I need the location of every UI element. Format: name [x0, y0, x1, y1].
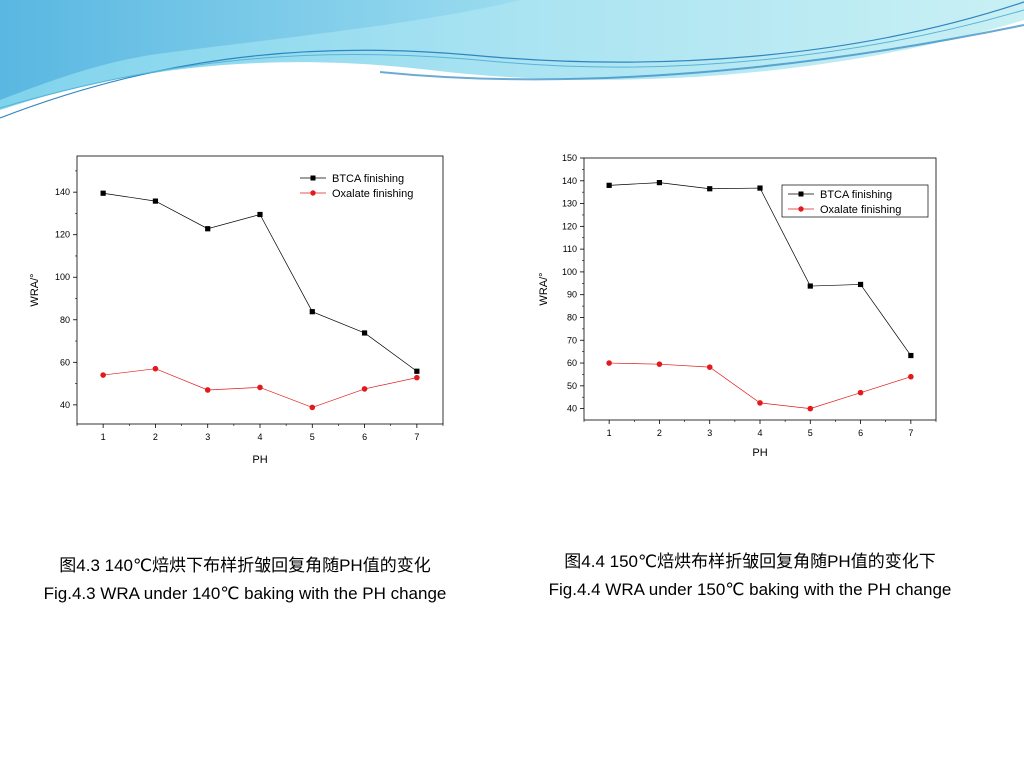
x-tick-label: 3 [707, 428, 712, 438]
y-axis-title: WRA/° [29, 273, 41, 306]
y-tick-label: 80 [567, 312, 577, 322]
x-axis-title: PH [252, 454, 267, 466]
x-tick-label: 2 [657, 428, 662, 438]
legend-label: Oxalate finishing [332, 188, 413, 200]
data-point [807, 283, 813, 289]
x-tick-label: 1 [607, 428, 612, 438]
x-tick-label: 7 [908, 428, 913, 438]
y-tick-label: 150 [562, 153, 577, 163]
legend-marker [310, 175, 316, 181]
data-point [205, 226, 211, 232]
data-point [152, 198, 159, 204]
y-tick-label: 120 [55, 230, 70, 240]
header-wave-banner [0, 0, 1024, 119]
y-tick-label: 40 [567, 404, 577, 414]
x-tick-label: 4 [757, 428, 762, 438]
data-point [361, 386, 368, 392]
legend-label: BTCA finishing [820, 189, 892, 201]
legend: BTCA finishing Oxalate finishing [300, 173, 413, 200]
y-tick-label: 80 [60, 315, 70, 325]
x-axis: 1 2 3 4 5 6 7 [76, 424, 444, 442]
chart-150c: 1 2 3 4 5 6 7 40 50 60 70 80 90 100 110 120 130 140 150 PH W… [538, 153, 937, 459]
legend: BTCA finishing Oxalate finishing [781, 184, 929, 218]
data-point [908, 373, 914, 380]
legend-marker [798, 191, 804, 197]
series-line [103, 192, 418, 372]
y-axis: 40 60 80 100 120 140 [55, 170, 77, 410]
x-tick-label: 3 [205, 432, 210, 442]
x-tick-label: 4 [257, 432, 262, 442]
x-tick-label: 2 [153, 432, 158, 442]
chart-140c: 1 2 3 4 5 6 7 40 60 80 100 120 140 PH WRA/° BTCA finish… [29, 155, 444, 466]
legend-label: Oxalate finishing [820, 204, 901, 216]
legend-marker [310, 190, 316, 196]
y-axis-title: WRA/° [538, 272, 550, 305]
data-point [656, 361, 663, 367]
data-point [857, 281, 864, 288]
y-axis: 40 50 60 70 80 90 100 110 120 130 140 150 [562, 153, 584, 414]
data-point [908, 352, 914, 359]
data-point [257, 211, 263, 218]
y-tick-label: 140 [562, 176, 577, 186]
series-btca [100, 190, 420, 374]
data-point [606, 360, 612, 366]
series-oxalate [606, 360, 914, 412]
x-tick-label: 5 [310, 432, 315, 442]
y-tick-label: 100 [562, 267, 577, 277]
data-point [152, 365, 159, 372]
series-btca [606, 180, 914, 359]
legend-box [781, 184, 929, 218]
x-tick-label: 7 [414, 432, 419, 442]
y-tick-label: 90 [567, 290, 577, 300]
x-axis: 1 2 3 4 5 6 7 [583, 420, 937, 438]
data-point [706, 364, 713, 370]
figure-caption-4-4: 图4.4 150℃焙烘布样折皱回复角随PH值的变化下 Fig.4.4 WRA u… [505, 548, 995, 604]
x-tick-label: 6 [362, 432, 367, 442]
y-tick-label: 40 [60, 400, 70, 410]
x-tick-label: 6 [858, 428, 863, 438]
data-point [414, 368, 420, 374]
data-point [100, 190, 106, 196]
data-point [757, 400, 763, 406]
x-tick-label: 1 [101, 432, 106, 442]
y-tick-label: 130 [562, 199, 577, 209]
caption-cn: 图4.4 150℃焙烘布样折皱回复角随PH值的变化下 [564, 552, 936, 571]
data-point [606, 182, 612, 188]
caption-en: Fig.4.3 WRA under 140℃ baking with the P… [43, 584, 447, 603]
data-point [757, 185, 763, 191]
y-tick-label: 100 [55, 272, 70, 282]
y-tick-label: 60 [567, 358, 577, 368]
y-tick-label: 140 [55, 187, 70, 197]
data-point [361, 330, 368, 336]
caption-cn: 图4.3 140℃焙烘下布样折皱回复角随PH值的变化 [59, 556, 431, 575]
y-tick-label: 70 [567, 335, 577, 345]
y-tick-label: 120 [562, 221, 577, 231]
data-point [707, 186, 713, 192]
y-tick-label: 60 [60, 357, 70, 367]
legend-label: BTCA finishing [332, 173, 404, 185]
y-tick-label: 110 [563, 244, 577, 254]
x-axis-title: PH [752, 447, 767, 459]
data-point [807, 405, 814, 412]
x-tick-label: 5 [808, 428, 813, 438]
figure-caption-4-3: 图4.3 140℃焙烘下布样折皱回复角随PH值的变化 Fig.4.3 WRA u… [0, 552, 490, 608]
data-point [414, 374, 420, 381]
caption-en: Fig.4.4 WRA under 150℃ baking with the P… [548, 580, 952, 599]
legend-marker [798, 206, 804, 212]
data-point [100, 372, 106, 378]
series-oxalate [100, 365, 420, 411]
data-point [857, 389, 864, 396]
data-point [656, 180, 663, 186]
data-point [204, 387, 211, 393]
data-point [257, 384, 263, 391]
y-tick-label: 50 [567, 381, 577, 391]
data-point [309, 404, 316, 411]
data-point [309, 309, 315, 315]
